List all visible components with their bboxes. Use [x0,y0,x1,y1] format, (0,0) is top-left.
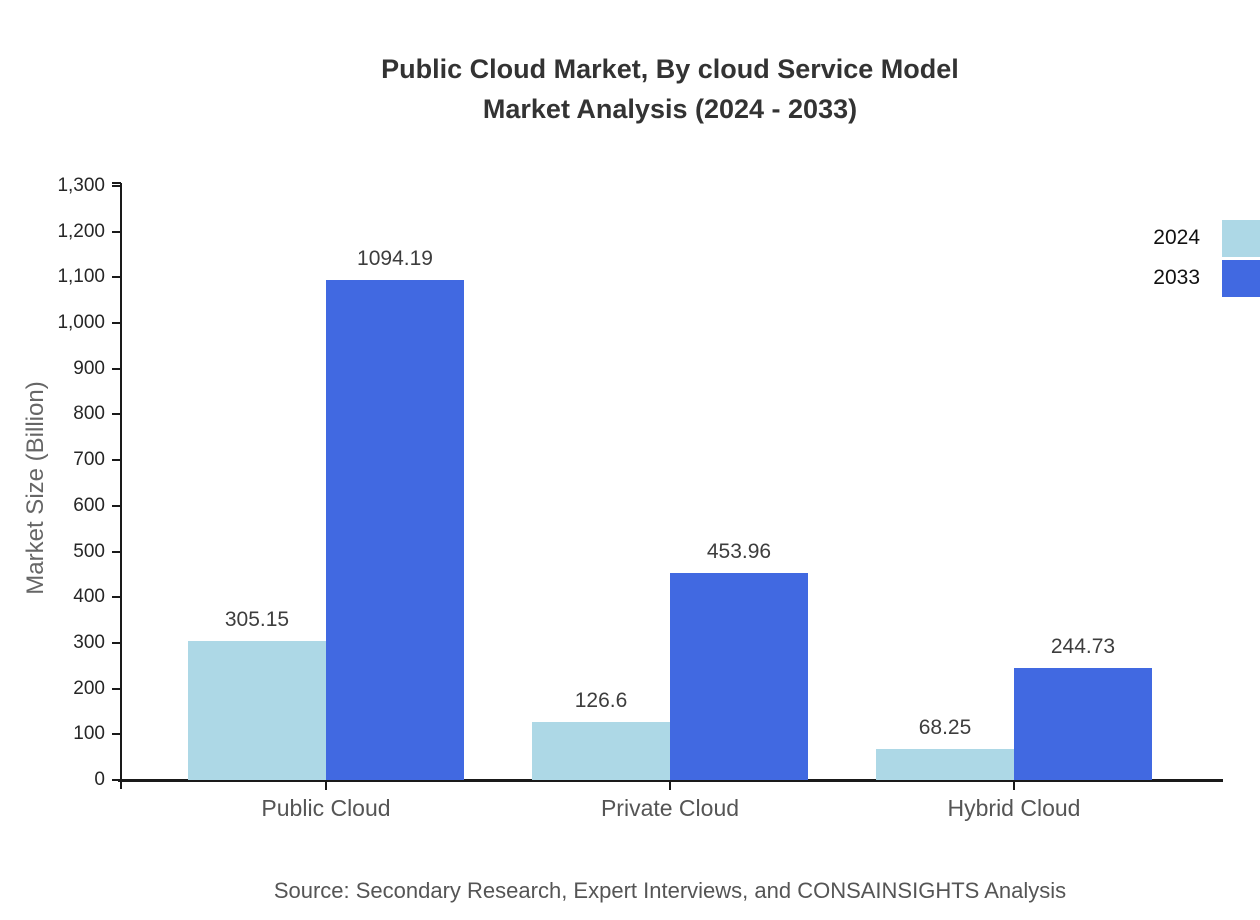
x-tick [325,779,327,790]
legend-swatch-2024 [1222,220,1260,257]
y-tick-label: 300 [73,631,105,653]
y-tick-label: 200 [73,677,105,699]
chart-title: Public Cloud Market, By cloud Service Mo… [80,49,1260,129]
bar-2024-private-cloud [532,722,670,780]
y-tick-label: 600 [73,494,105,516]
y-tick-label: 900 [73,357,105,379]
y-tick-label: 400 [73,586,105,608]
y-tick-label: 500 [73,540,105,562]
x-tick [1013,779,1015,790]
source-note: Source: Secondary Research, Expert Inter… [273,878,1067,903]
bar-2024-hybrid-cloud [876,748,1014,780]
y-tick-label: 1,300 [57,175,105,196]
y-tick [112,459,121,462]
bar-value-label: 126.6 [574,689,628,713]
chart-title-line2: Market Analysis (2024 - 2033) [482,94,858,124]
y-tick [112,322,121,325]
y-tick [112,367,121,370]
bar-2033-private-cloud [670,572,808,780]
y-tick [112,779,121,781]
bar-value-label: 305.15 [224,607,290,631]
y-tick-label: 100 [73,723,105,745]
y-tick [112,596,121,599]
y-tick [112,230,121,233]
y-tick-label: 800 [73,403,105,425]
y-tick [112,413,121,416]
y-tick [112,687,121,690]
y-axis-top-cap [112,182,121,184]
y-tick [112,641,121,644]
legend-label: 2033 [1153,266,1200,289]
y-tick [112,504,121,507]
x-category-label: Hybrid Cloud [947,795,1081,821]
y-tick [112,733,121,736]
x-category-label: Private Cloud [600,795,740,821]
y-axis-line [120,183,122,789]
y-tick-label: 1,200 [57,220,105,242]
y-tick-label: 700 [73,449,105,471]
y-tick [112,276,121,279]
legend-label: 2024 [1153,226,1200,249]
y-tick-label: 1,100 [57,266,105,288]
bar-2024-public-cloud [188,640,326,780]
bar-value-label: 68.25 [918,715,972,739]
x-tick [669,779,671,790]
bar-2033-hybrid-cloud [1014,668,1152,780]
y-tick-label: 0 [94,769,105,790]
bar-2033-public-cloud [326,280,464,780]
y-tick [112,550,121,553]
x-category-label: Public Cloud [261,795,391,821]
y-tick-label: 1,000 [57,312,105,334]
chart-title-line1: Public Cloud Market, By cloud Service Mo… [381,54,959,84]
bar-value-label: 453.96 [706,539,772,563]
bar-value-label: 244.73 [1050,635,1116,659]
bar-value-label: 1094.19 [357,247,433,271]
y-tick [112,185,121,187]
legend-swatch-2033 [1222,260,1260,297]
